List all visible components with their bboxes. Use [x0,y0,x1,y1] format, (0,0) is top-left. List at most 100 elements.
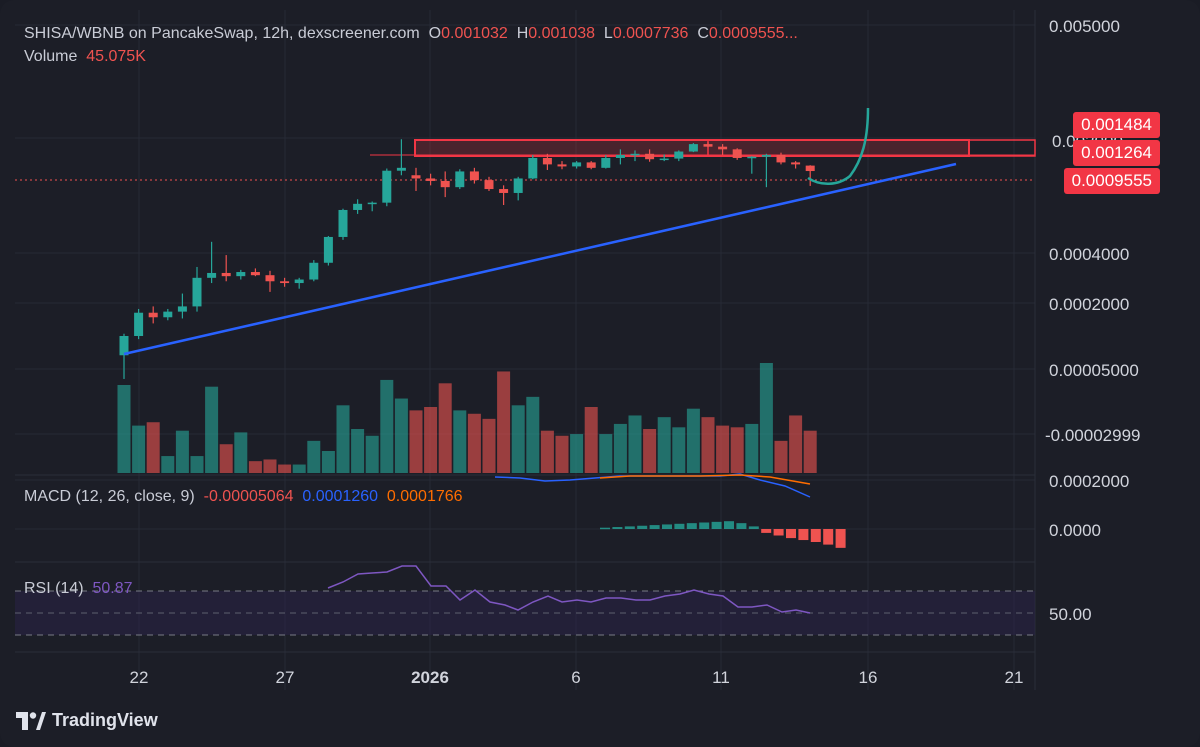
candle-body[interactable] [688,144,698,152]
price-axis-label-2: 0.0002000 [1049,295,1129,314]
volume-bar [482,418,496,473]
candle-body[interactable] [572,162,582,167]
current-price-tag: 0.0009555 [1063,168,1160,194]
candle-body[interactable] [440,180,450,188]
candle-body[interactable] [805,165,815,172]
candle-body[interactable] [207,272,217,278]
candle-body[interactable] [718,146,728,150]
price-axis-label-1: 0.0004000 [1049,245,1129,264]
macd-hist-bar [649,525,660,529]
volume-bar [467,413,481,473]
candle-body[interactable] [294,279,304,284]
candle-body[interactable] [309,262,319,280]
volume-bar [205,386,219,473]
volume-bar [380,379,394,473]
volume-bar [175,430,189,473]
candle-body[interactable] [163,311,173,318]
macd-hist-value: -0.00005064 [203,488,294,505]
candle-body[interactable] [382,170,392,203]
candle-body[interactable] [250,272,260,276]
volume-bar [540,430,554,473]
candle-body[interactable] [221,272,231,277]
candle-body[interactable] [367,202,377,205]
candle-body[interactable] [703,144,713,147]
candle-body[interactable] [396,167,406,171]
candle-body[interactable] [645,153,655,160]
symbol-title[interactable]: SHISA/WBNB on PancakeSwap, 12h, dexscree… [24,25,420,42]
rsi-label[interactable]: RSI (14) [24,580,84,597]
candle-body[interactable] [761,154,771,157]
macd-hist-bar [786,529,796,539]
volume-bar [555,435,569,473]
volume-bar [745,423,759,473]
candle-body[interactable] [353,203,363,210]
volume-bar [643,429,657,473]
macd-hist-bar [835,529,846,548]
candle-body[interactable] [192,277,202,307]
candle-body[interactable] [659,158,669,161]
volume-bars [117,363,817,473]
candle-body[interactable] [732,149,742,158]
candles [119,139,815,379]
candle-body[interactable] [469,171,479,181]
candle-body[interactable] [747,156,757,159]
candle-body[interactable] [542,157,552,165]
close-value: 0.0009555... [708,25,798,42]
candle-body[interactable] [791,162,801,165]
tradingview-logo[interactable]: TradingView [16,710,158,731]
candle-body[interactable] [499,189,509,193]
candle-body[interactable] [586,162,596,168]
resistance-zone-extension [707,139,1036,157]
candle-body[interactable] [338,209,348,237]
volume-bar [321,451,335,473]
time-axis-label: 22 [130,668,149,687]
volume-bar [394,398,408,473]
candle-body[interactable] [323,236,333,263]
candle-body[interactable] [177,306,187,312]
ascending-trendline[interactable] [123,162,957,356]
candle-body[interactable] [513,178,523,193]
candle-body[interactable] [615,154,625,158]
candle-body[interactable] [411,175,421,179]
candle-body[interactable] [776,154,786,163]
macd-label[interactable]: MACD (12, 26, close, 9) [24,488,195,505]
macd-hist-bar [773,529,784,536]
time-axis-label: 2026 [411,668,449,687]
candle-body[interactable] [236,272,246,277]
candle-body[interactable] [148,312,158,318]
macd-hist-bar [624,526,635,529]
volume-bar [584,407,598,473]
candle-body[interactable] [528,157,538,179]
volume-bar [774,440,788,473]
candle-body[interactable] [426,178,436,181]
candle-body[interactable] [484,180,494,190]
candle-body[interactable] [557,164,567,167]
macd-hist-bar [810,529,821,542]
volume-bar [117,385,131,473]
candle-body[interactable] [455,171,465,188]
tradingview-logo-icon [16,711,46,730]
volume-bar [453,410,467,473]
volume-bar [730,427,744,473]
projected-path[interactable] [807,107,870,185]
candle-body[interactable] [280,281,290,284]
candle-body[interactable] [630,153,640,156]
candle-body[interactable] [134,312,144,336]
macd-hist-bar [798,529,809,541]
open-label: O [428,25,442,42]
macd-hist-bar [761,529,772,533]
macd-hist-bar [736,523,747,529]
volume-bar [234,432,248,473]
macd-hist-bar [686,523,697,529]
volume-bar [248,461,262,473]
candle-body[interactable] [265,275,275,282]
volume-bar [365,435,379,473]
volume-bar [672,427,686,473]
time-axis[interactable]: 22 27 2026 6 11 16 21 [130,668,1024,687]
candle-body[interactable] [674,151,684,159]
candle-body[interactable] [119,336,129,356]
volume-bar [424,407,438,473]
volume-bar [292,464,306,473]
candle-body[interactable] [601,157,611,168]
